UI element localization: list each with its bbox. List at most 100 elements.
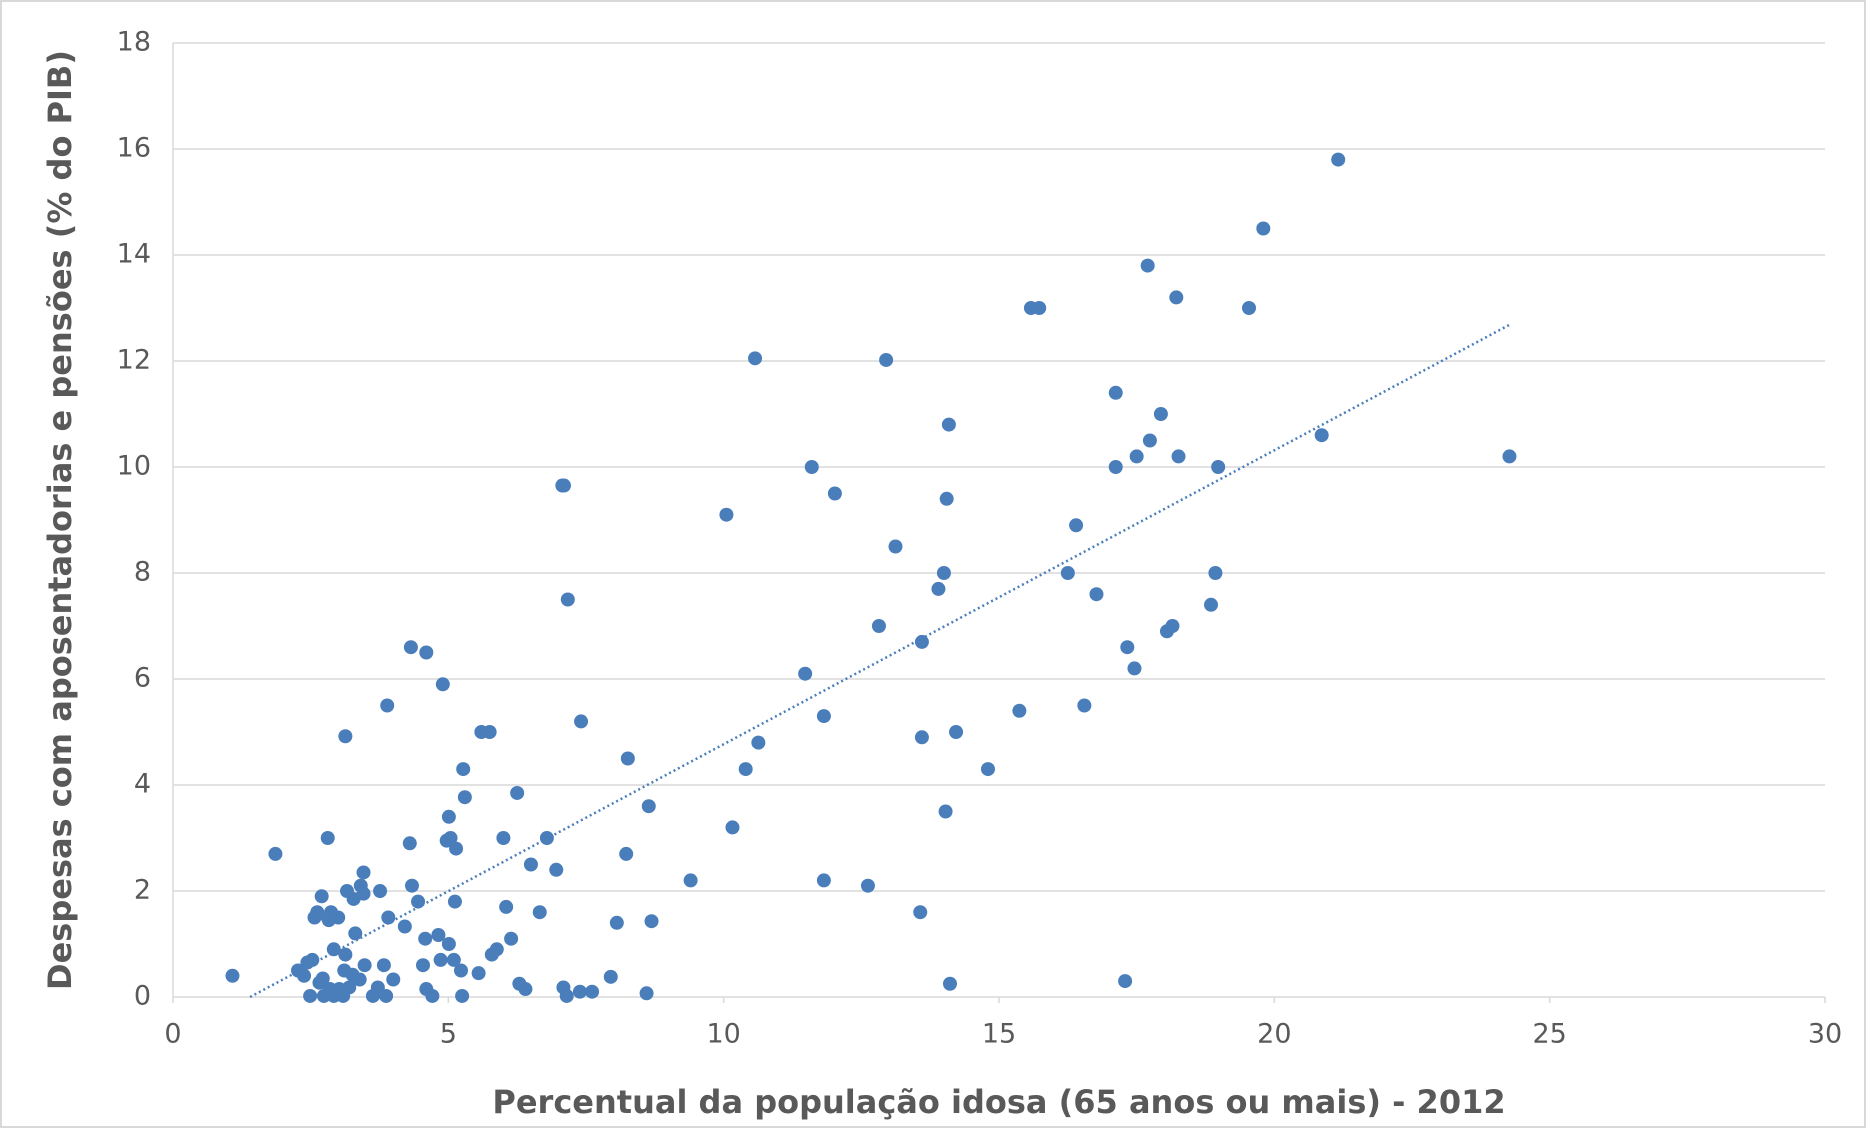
point <box>748 351 763 366</box>
point <box>860 878 875 893</box>
x-tick-label: 0 <box>164 1019 181 1050</box>
trendline <box>249 322 1512 999</box>
point <box>619 846 634 861</box>
point <box>297 968 312 983</box>
point <box>572 984 587 999</box>
point <box>268 846 283 861</box>
point <box>1127 661 1142 676</box>
point <box>641 799 656 814</box>
point <box>380 698 395 713</box>
point <box>342 980 357 995</box>
point <box>331 910 346 925</box>
point <box>1204 597 1219 612</box>
point <box>411 894 426 909</box>
point <box>804 460 819 474</box>
point <box>303 988 318 1003</box>
y-tick-label: 2 <box>134 875 151 906</box>
point <box>1032 301 1047 315</box>
point <box>827 486 842 501</box>
point <box>315 971 330 986</box>
point <box>314 889 329 904</box>
point <box>1314 428 1329 443</box>
point <box>1060 566 1075 580</box>
point <box>320 831 335 845</box>
point <box>1012 703 1027 718</box>
point <box>457 790 472 805</box>
point <box>397 919 412 934</box>
x-tick-label: 5 <box>440 1019 457 1050</box>
point <box>489 942 504 957</box>
point <box>338 729 353 744</box>
point <box>556 478 571 493</box>
point <box>376 958 391 973</box>
point <box>1118 974 1133 989</box>
point <box>559 988 574 1003</box>
y-tick-label: 16 <box>117 133 151 164</box>
point <box>1502 449 1517 464</box>
point <box>435 677 450 692</box>
point <box>620 751 635 766</box>
point <box>1089 587 1104 602</box>
point <box>373 884 388 898</box>
point <box>532 905 547 920</box>
point <box>425 988 440 1003</box>
y-tick-label: 6 <box>134 663 151 694</box>
point <box>549 862 564 877</box>
point <box>683 873 698 888</box>
point <box>609 915 624 930</box>
point <box>1256 221 1271 236</box>
point <box>751 735 766 750</box>
point <box>453 963 468 978</box>
point <box>386 972 401 987</box>
point <box>310 905 325 920</box>
y-tick-label: 4 <box>134 769 151 800</box>
y-tick-label: 14 <box>117 239 151 270</box>
point <box>719 507 734 522</box>
point <box>447 894 462 909</box>
point <box>1211 460 1226 474</box>
point <box>443 831 458 845</box>
point <box>1171 449 1186 464</box>
point <box>1331 152 1346 167</box>
point <box>913 905 928 920</box>
point <box>510 785 525 800</box>
point <box>523 857 538 872</box>
x-tick-label: 25 <box>1532 1019 1566 1050</box>
point <box>725 820 740 835</box>
point <box>1129 449 1144 464</box>
x-tick-label: 20 <box>1257 1019 1291 1050</box>
point <box>879 352 894 367</box>
y-axis-title: Despesas com aposentadorias e pensões (%… <box>41 50 79 990</box>
point <box>504 931 519 946</box>
point <box>433 952 448 967</box>
point <box>305 952 320 967</box>
point <box>1077 698 1092 713</box>
point <box>482 725 497 739</box>
point <box>939 491 954 506</box>
point <box>404 878 419 893</box>
point <box>1242 301 1257 315</box>
point <box>949 725 964 739</box>
point <box>1169 290 1184 305</box>
point <box>431 927 446 942</box>
point <box>1108 385 1123 400</box>
point <box>446 952 461 967</box>
point <box>416 958 431 973</box>
y-tick-label: 18 <box>117 27 151 58</box>
point <box>499 899 514 914</box>
point <box>938 804 953 819</box>
point <box>1165 619 1180 633</box>
point <box>1069 518 1084 533</box>
point <box>449 841 464 856</box>
point <box>1140 258 1155 273</box>
point <box>455 988 470 1003</box>
point <box>456 762 471 777</box>
y-tick-label: 10 <box>117 451 151 482</box>
point <box>518 982 533 997</box>
point <box>942 976 957 991</box>
x-tick-label: 30 <box>1808 1019 1842 1050</box>
point <box>402 836 417 851</box>
point <box>357 958 372 973</box>
point <box>639 986 654 1001</box>
